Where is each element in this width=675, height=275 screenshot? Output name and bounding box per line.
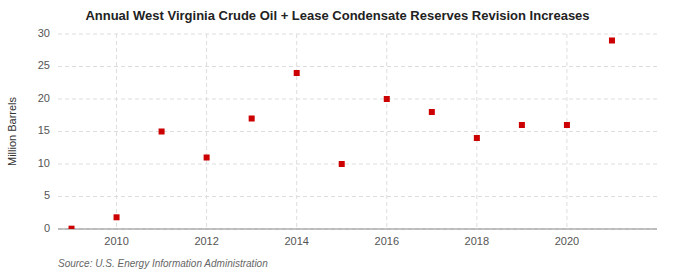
y-tick-label: 10 — [38, 157, 50, 169]
grid-line-y — [58, 131, 657, 132]
point — [384, 96, 390, 102]
y-tick-label: 20 — [38, 92, 50, 104]
chart: 0 5 10 15 20 25 30 2010 2012 2014 2016 2018 2020 Annu… — [0, 0, 675, 275]
grid-line-y — [58, 229, 657, 230]
x-tick-label: 2016 — [375, 235, 399, 247]
title: Annual West Virginia Crude Oil + Lease C… — [85, 8, 589, 23]
grid-line-y — [58, 66, 657, 67]
point — [519, 122, 525, 128]
grid-line-x — [386, 34, 387, 229]
grid-line-x — [566, 34, 567, 229]
grid-line-x — [206, 34, 207, 229]
x-tick-label: 2010 — [104, 235, 128, 247]
grid-line-x — [116, 34, 117, 229]
point — [204, 155, 210, 161]
point — [609, 38, 615, 44]
x-axis-line — [58, 229, 657, 230]
x-tick-label: 2014 — [284, 235, 308, 247]
point — [249, 116, 255, 122]
y-axis-label: Million Barrels — [6, 96, 18, 166]
point — [339, 161, 345, 167]
y-tick-label: 0 — [44, 222, 50, 234]
x-tick-label: 2020 — [555, 235, 579, 247]
grid-line-x — [296, 34, 297, 229]
point — [159, 129, 165, 135]
point — [114, 214, 120, 220]
point — [429, 109, 435, 115]
x-tick-label: 2012 — [194, 235, 218, 247]
axes: 0 5 10 15 20 25 30 2010 2012 2014 2016 2018 2020 — [38, 27, 657, 247]
points — [69, 38, 615, 230]
point — [474, 135, 480, 141]
point — [564, 122, 570, 128]
y-tick-label: 25 — [38, 59, 50, 71]
y-tick-label: 30 — [38, 27, 50, 39]
y-tick-label: 15 — [38, 124, 50, 136]
point — [294, 70, 300, 76]
grid-line-x — [476, 34, 477, 229]
y-tick-label: 5 — [44, 189, 50, 201]
x-tick-label: 2018 — [465, 235, 489, 247]
grid — [58, 34, 657, 229]
source-note: Source: U.S. Energy Information Administ… — [58, 258, 268, 269]
point — [69, 226, 75, 229]
